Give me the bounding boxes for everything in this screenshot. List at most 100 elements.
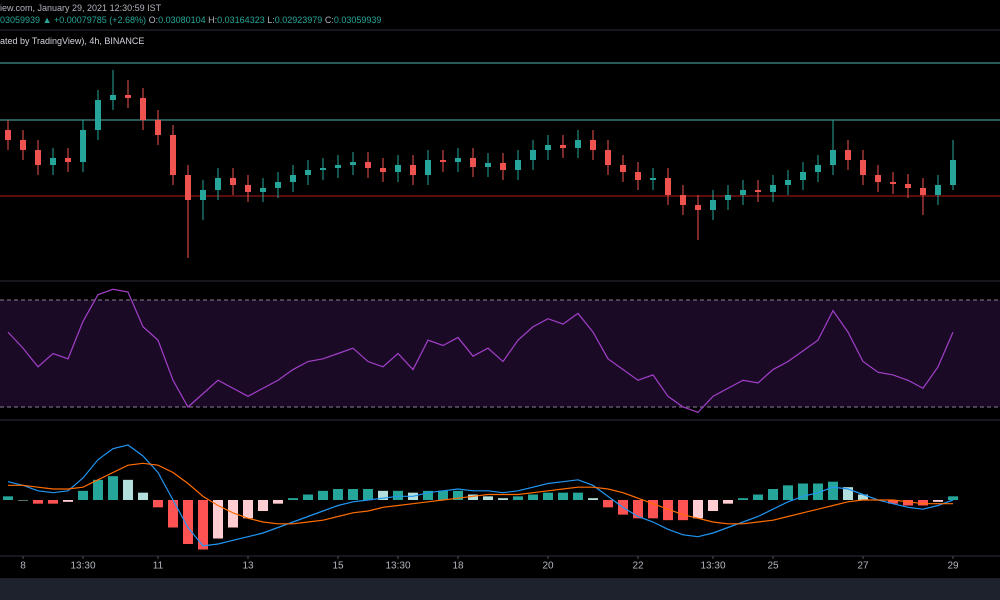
candle-body: [290, 175, 296, 182]
ohlc-line: 03059939 ▲ +0.00079785 (+2.68%) O:0.0308…: [0, 14, 381, 26]
histogram-bar: [573, 492, 583, 500]
x-tick-label: 13:30: [70, 561, 95, 572]
candle-body: [620, 165, 626, 172]
candle-body: [200, 190, 206, 200]
histogram-bar: [33, 500, 43, 504]
candle-body: [5, 130, 11, 140]
x-tick-label: 29: [947, 561, 959, 572]
histogram-bar: [813, 483, 823, 500]
candle-body: [545, 145, 551, 150]
histogram-bar: [18, 500, 28, 501]
ohlc-label: H:: [208, 15, 218, 25]
histogram-bar: [498, 498, 508, 500]
candle-body: [635, 172, 641, 180]
ohlc: O:0.03080104 H:0.03164323 L:0.02923979 C…: [149, 15, 382, 25]
candle-body: [500, 163, 506, 170]
candle-body: [530, 150, 536, 160]
candle-body: [80, 130, 86, 162]
histogram-bar: [318, 490, 328, 500]
candle-body: [410, 165, 416, 175]
candle-body: [725, 195, 731, 200]
histogram-bar: [378, 490, 388, 500]
candle-body: [185, 175, 191, 200]
candle-body: [350, 162, 356, 165]
candle-body: [515, 160, 521, 170]
histogram-bar: [63, 500, 73, 502]
x-tick-label: 8: [20, 561, 26, 572]
histogram-bar: [363, 489, 373, 500]
candle-body: [380, 168, 386, 172]
histogram-bar: [333, 489, 343, 500]
change: ▲ +0.00079785 (+2.68%): [42, 15, 147, 25]
x-tick-label: 13: [242, 561, 254, 572]
candle-body: [455, 158, 461, 162]
candle-body: [815, 165, 821, 172]
histogram-bar: [78, 490, 88, 500]
rsi-band: [0, 300, 1000, 407]
histogram-bar: [723, 500, 733, 504]
ohlc-value: 0.03080104: [158, 15, 206, 25]
ohlc-value: 0.03164323: [217, 15, 265, 25]
candle-body: [215, 178, 221, 190]
histogram-bar: [348, 489, 358, 500]
candle-body: [830, 150, 836, 165]
histogram-bar: [543, 492, 553, 500]
candle-body: [260, 188, 266, 192]
histogram-bar: [828, 481, 838, 500]
ohlc-value: 0.03059939: [333, 15, 382, 25]
candle-body: [335, 165, 341, 168]
candle-body: [755, 190, 761, 192]
histogram-bar: [438, 490, 448, 500]
histogram-bar: [603, 500, 613, 508]
histogram-bar: [783, 485, 793, 500]
candle-body: [245, 185, 251, 192]
candle-body: [590, 140, 596, 150]
histogram-bar: [93, 479, 103, 500]
histogram-bar: [273, 500, 283, 504]
histogram-bar: [633, 500, 643, 519]
candle-body: [920, 188, 926, 195]
ohlc-value: 0.02923979: [274, 15, 323, 25]
histogram-bar: [153, 500, 163, 508]
histogram-bar: [933, 500, 943, 502]
histogram-bar: [663, 500, 673, 521]
signal-line: [8, 462, 953, 525]
histogram-bar: [423, 490, 433, 500]
histogram-bar: [138, 492, 148, 500]
histogram-bar: [108, 476, 118, 500]
site: iew.com, January 29, 2021 12:30:59 IST: [0, 3, 162, 13]
histogram-bar: [123, 479, 133, 500]
histogram-bar: [948, 496, 958, 500]
histogram-bar: [168, 500, 178, 528]
candle-body: [320, 168, 326, 170]
candle-body: [425, 160, 431, 175]
x-tick-label: 25: [767, 561, 779, 572]
candle-body: [50, 158, 56, 165]
histogram-bar: [588, 498, 598, 500]
histogram-bar: [243, 500, 253, 519]
candle-body: [440, 160, 446, 162]
candle-body: [560, 145, 566, 148]
histogram-bar: [678, 500, 688, 521]
candle-body: [305, 170, 311, 175]
candle-body: [680, 195, 686, 205]
candle-body: [125, 95, 131, 98]
candle-body: [950, 160, 956, 185]
candle-body: [110, 95, 116, 100]
source: ated by TradingView), 4h, BINANCE: [0, 36, 145, 46]
candle-body: [95, 100, 101, 130]
histogram-bar: [918, 500, 928, 506]
histogram-bar: [858, 494, 868, 500]
histogram-bar: [228, 500, 238, 528]
candle-body: [890, 182, 896, 184]
candle-body: [650, 178, 656, 180]
candle-body: [740, 190, 746, 195]
ohlc-label: L:: [267, 15, 275, 25]
candle-body: [275, 182, 281, 188]
candle-body: [710, 200, 716, 210]
candle-body: [785, 180, 791, 185]
histogram-bar: [483, 496, 493, 500]
histogram-bar: [288, 498, 298, 500]
candle-body: [665, 178, 671, 195]
